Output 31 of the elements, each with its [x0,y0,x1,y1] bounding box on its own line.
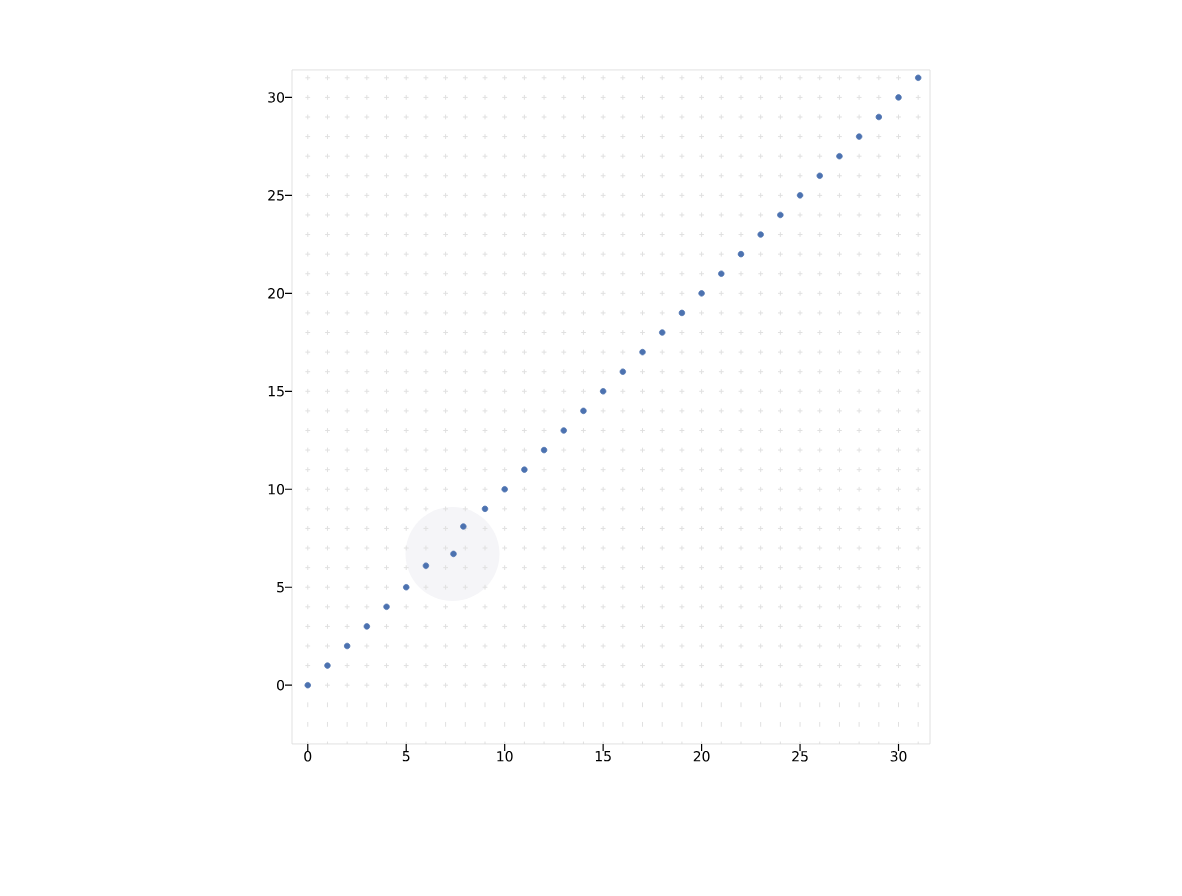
point [599,388,607,395]
point [836,152,843,160]
point [580,407,587,415]
point [659,329,666,336]
point [403,584,410,591]
point [875,113,883,121]
point [383,603,390,611]
point [501,486,508,493]
point [698,290,705,297]
point [777,211,784,219]
point [343,642,351,650]
point [718,270,725,277]
point [481,505,489,513]
point [422,562,430,569]
point [678,309,686,317]
point [796,192,804,199]
point [521,466,528,473]
point [639,348,646,356]
point [757,231,764,238]
point [460,523,467,530]
point [737,250,745,258]
point [304,681,311,689]
point [540,446,548,454]
point [560,427,567,434]
point [816,172,823,179]
point [619,368,627,375]
point [324,662,331,669]
point [855,133,863,140]
point [895,94,902,101]
point [915,74,922,82]
point [363,623,371,630]
